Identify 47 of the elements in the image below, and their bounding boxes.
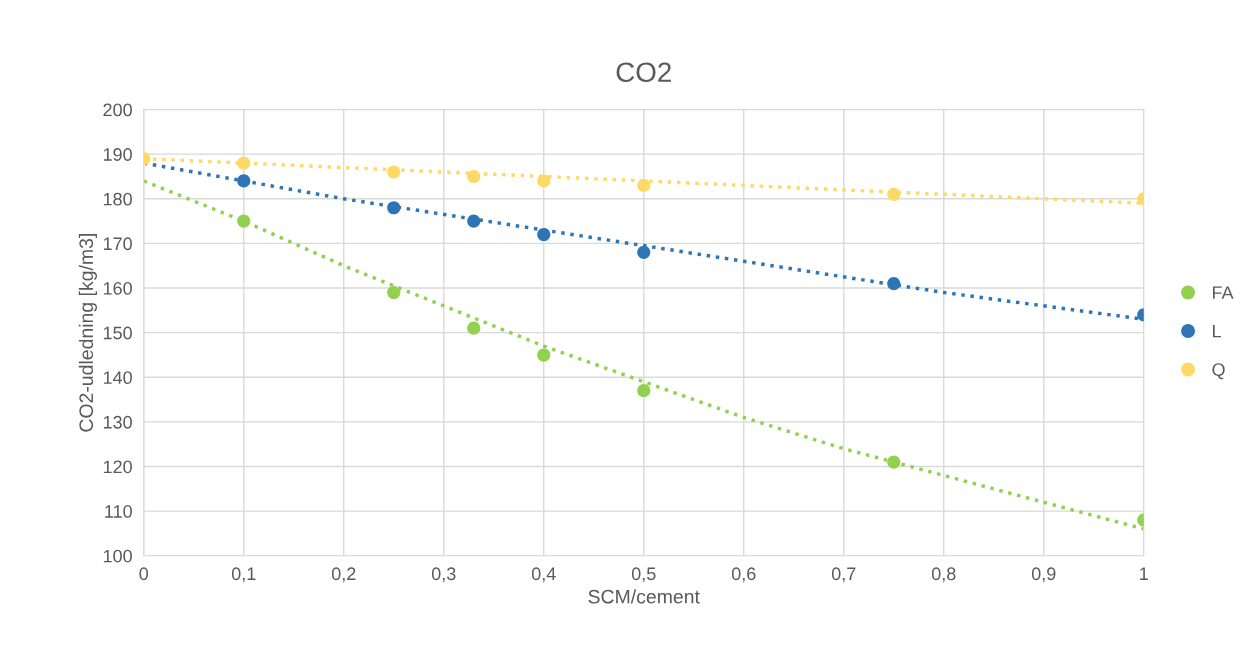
y-tick-label: 100 (103, 549, 132, 563)
x-tick-label: 0,6 (731, 567, 756, 583)
legend-label: L (1213, 324, 1221, 338)
point (887, 187, 901, 201)
x-tick-label: 0,3 (431, 567, 456, 583)
y-tick-label: 110 (105, 505, 132, 518)
y-tick-label: 160 (103, 281, 132, 295)
legend-label: Q (1212, 363, 1225, 380)
point (467, 321, 481, 335)
x-tick-label: 1 (1140, 567, 1148, 580)
point (887, 455, 901, 469)
point (637, 245, 651, 259)
point (387, 201, 401, 215)
y-tick-label: 190 (103, 148, 132, 161)
y-tick-label: 120 (103, 460, 132, 474)
x-tick-label: 0,2 (331, 567, 356, 583)
legend-label: FA (1213, 286, 1234, 299)
y-tick-label: 180 (103, 192, 132, 206)
y-tick-label: 140 (103, 371, 132, 385)
y-tick-label: 170 (103, 237, 132, 251)
x-tick-label: 0,1 (231, 567, 256, 583)
point (467, 169, 481, 184)
x-axis-title: SCM/cement (588, 589, 700, 604)
x-tick-label: 0,9 (1031, 567, 1056, 583)
point (467, 214, 481, 228)
line-series (143, 179, 1144, 531)
chart-title: CO2 (616, 62, 671, 83)
y-tick-label: 150 (103, 326, 132, 340)
y-axis-title: CO2-udledning [kg/m3] (78, 234, 97, 432)
point (537, 348, 551, 362)
x-tick-label: 0,4 (531, 567, 556, 583)
point (637, 178, 651, 192)
x-tick-label: 0 (139, 567, 149, 581)
point (237, 174, 251, 188)
point (387, 285, 401, 300)
x-tick-label: 0,8 (931, 567, 956, 583)
point (537, 174, 551, 188)
y-tick-label: 200 (103, 103, 132, 117)
x-tick-label: 0,7 (831, 567, 856, 583)
x-tick-label: 0,5 (631, 567, 656, 583)
point (387, 165, 401, 179)
point (637, 384, 651, 398)
point (237, 214, 251, 228)
point (237, 156, 251, 170)
point (887, 276, 901, 291)
point (537, 227, 551, 242)
y-tick-label: 130 (103, 415, 132, 429)
